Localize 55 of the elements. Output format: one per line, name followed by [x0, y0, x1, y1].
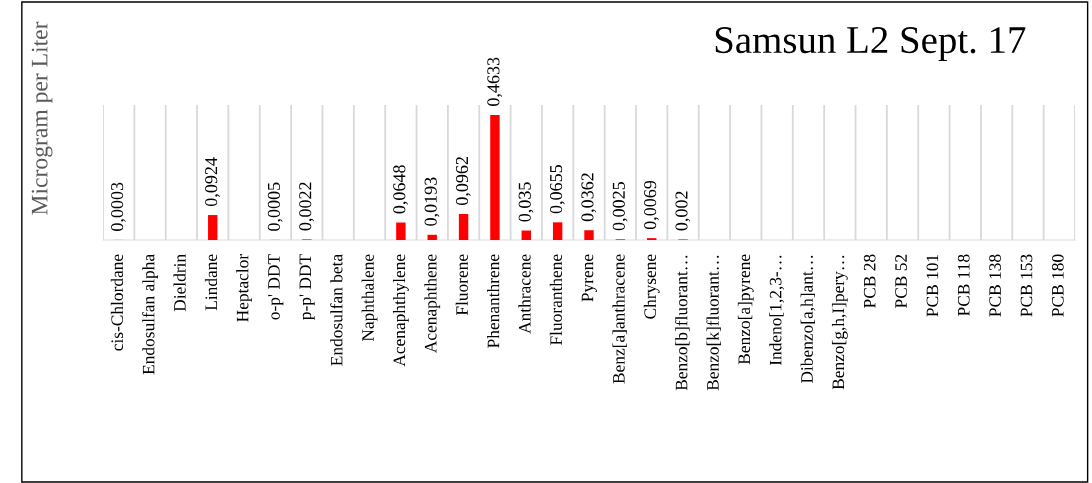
data-label: 0,0025	[612, 182, 628, 231]
y-axis-title: Microgram per Liter	[31, 21, 53, 215]
data-label: 0,4633	[487, 57, 503, 106]
x-tick-label: PCB 138	[989, 254, 1001, 317]
x-tick-label: Fluoranthene	[549, 254, 562, 345]
x-tick-label: PCB 101	[926, 254, 939, 317]
data-label: 0,0962	[455, 157, 471, 205]
x-tick-label: Benz[a]anthracene	[612, 254, 627, 384]
x-tick-label: Endosulfan beta	[330, 254, 343, 366]
x-tick-label: PCB 180	[1051, 254, 1064, 317]
data-label: 0,0648	[393, 165, 408, 214]
data-label: 0,0003	[111, 182, 126, 231]
x-tick-label: Dieldrin	[173, 254, 186, 312]
bar	[521, 230, 531, 240]
x-tick-label: Phenanthrene	[487, 254, 500, 348]
x-tick-label: Benzo[g,h,I]pery…	[831, 255, 848, 390]
x-tick-label: PCB 52	[895, 254, 907, 308]
x-tick-label: Chrysene	[643, 254, 660, 319]
data-label: 0,0655	[549, 165, 565, 214]
data-label: 0,035	[518, 182, 534, 222]
data-label: 0,0193	[424, 177, 440, 226]
x-tick-label: Pyrene	[581, 254, 597, 302]
x-tick-label: Lindane	[204, 254, 218, 311]
bar	[458, 214, 469, 240]
bar	[490, 114, 500, 240]
x-tick-label: Heptaclor	[236, 254, 252, 322]
data-label: 0,0022	[299, 182, 314, 231]
x-tick-label: p-p' DDT	[299, 254, 315, 320]
bar	[427, 234, 437, 240]
x-tick-label: PCB 153	[1020, 254, 1033, 317]
x-tick-label: o-p' DDT	[268, 254, 284, 320]
data-label: 0,0005	[267, 182, 283, 231]
x-tick-label: Dibenzo[a,h]ant…	[800, 255, 816, 384]
bar	[208, 215, 218, 240]
x-tick-label: Acenaphthene	[424, 254, 441, 354]
data-label: 0,0362	[581, 173, 597, 222]
bar	[396, 222, 406, 240]
x-tick-label: Benzo[b]fluorant…	[675, 255, 690, 391]
x-tick-label: PCB 118	[957, 254, 970, 316]
chart-title: Samsun L2 Sept. 17	[715, 27, 1026, 62]
x-tick-label: Anthracene	[518, 254, 531, 334]
x-tick-label: Benzo[k]fluorant…	[706, 255, 721, 391]
bar	[552, 222, 563, 240]
x-tick-label: Fluorene	[455, 254, 468, 316]
x-tick-label: Indeno[1,2,3-…	[769, 255, 784, 366]
x-tick-label: Benzo[a]pyrene	[737, 254, 754, 365]
x-tick-label: Naphthalene	[361, 254, 378, 342]
x-tick-label: Acenaphthylene	[392, 254, 409, 367]
data-label: 0,0924	[205, 157, 220, 207]
x-tick-label: Endosulfan alpha	[142, 254, 158, 375]
data-label: 0,002	[675, 191, 691, 231]
x-tick-label: cis-Chlordane	[110, 254, 124, 351]
data-label: 0,0069	[644, 180, 659, 230]
x-tick-label: PCB 28	[863, 254, 876, 308]
bar	[584, 230, 594, 240]
